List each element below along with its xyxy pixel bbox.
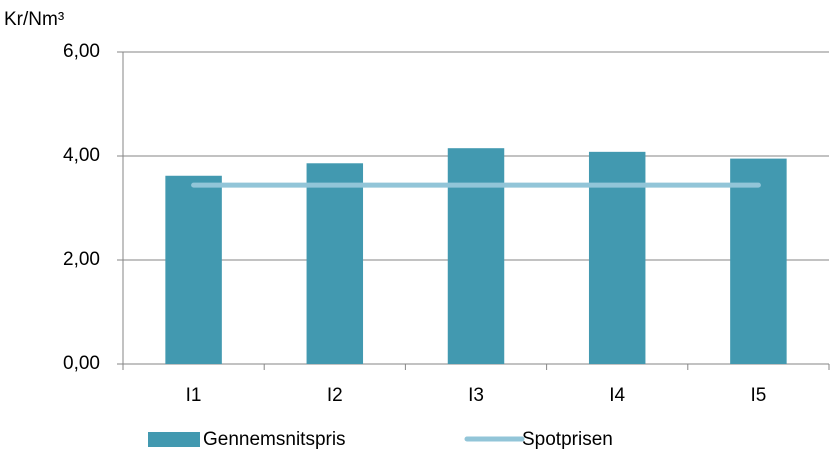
x-tick-label: I4 [609,385,625,406]
x-tick-label: I1 [186,385,202,406]
legend-swatch [148,432,200,447]
y-tick-label: 4,00 [63,145,100,166]
x-tick-label: I5 [750,385,766,406]
bar [730,158,787,364]
bar [165,175,222,364]
y-axis-label: Kr/Nm³ [4,9,64,30]
bar [306,163,364,364]
bar [447,148,505,364]
y-tick-label: 6,00 [63,41,100,62]
x-tick-label: I3 [468,385,484,406]
y-tick-label: 0,00 [63,353,100,374]
x-tick-label: I2 [327,385,343,406]
legend-label: Spotprisen [522,429,613,450]
legend-label: Gennemsnitspris [203,429,346,450]
y-tick-label: 2,00 [63,249,100,270]
